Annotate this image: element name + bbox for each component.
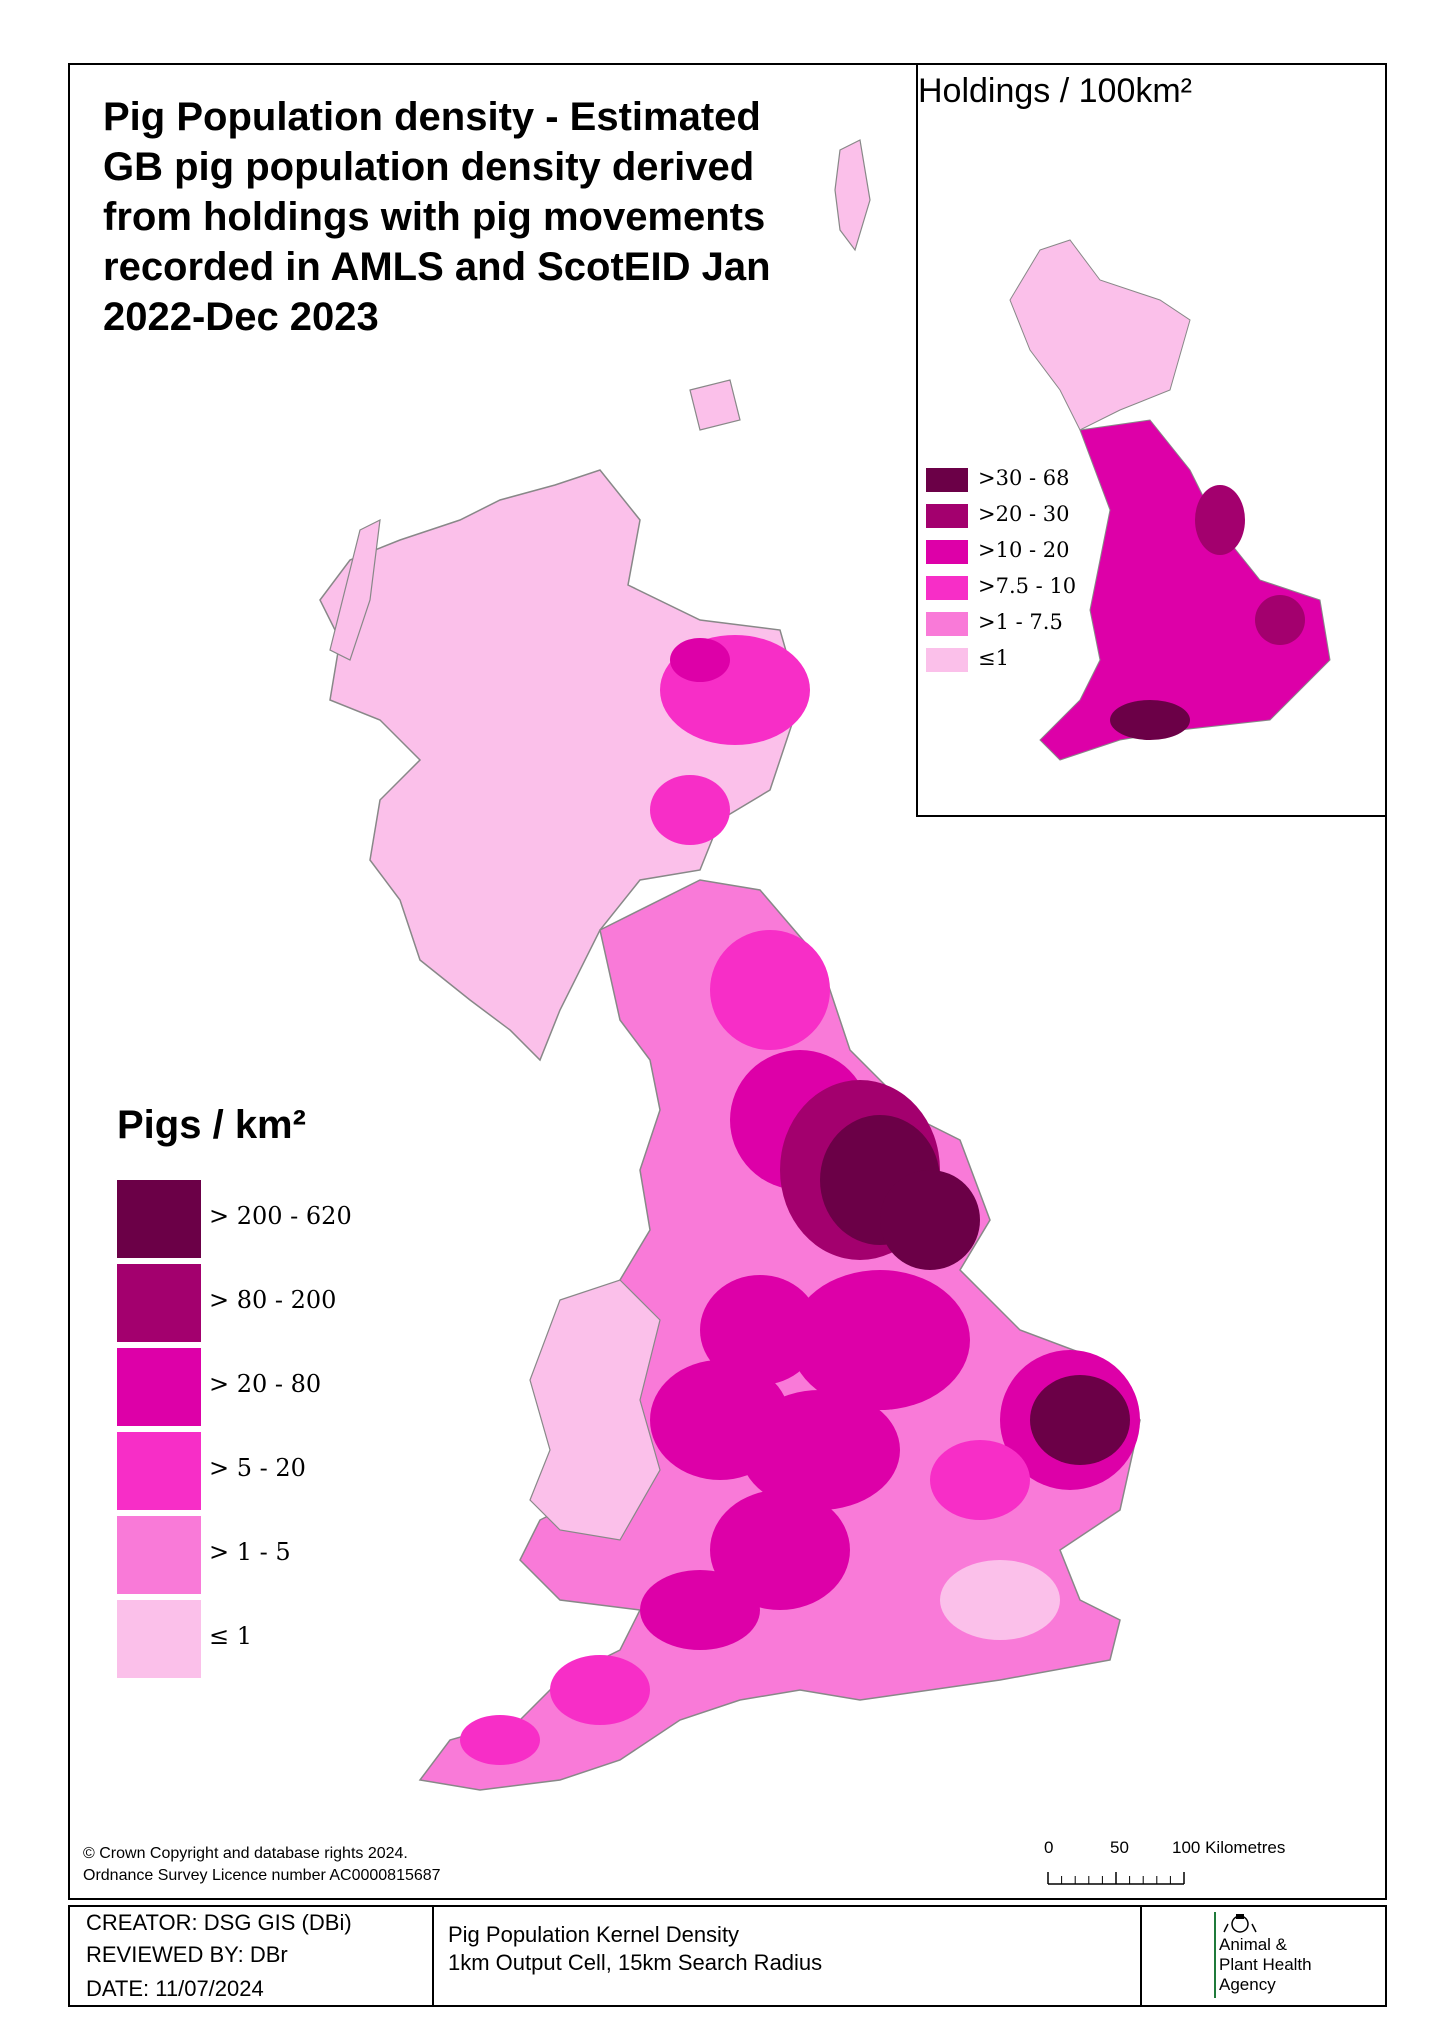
legend-swatch [117,1264,201,1342]
inset-legend-row: >1 - 7.5 [926,610,1126,640]
inset-legend-swatch [926,648,968,672]
inset-scotland [1009,239,1191,431]
legend-row: > 5 - 20 [117,1432,377,1510]
legend-label: > 80 - 200 [209,1286,337,1314]
legend-title: Pigs / km² [117,1103,306,1147]
inset-legend-swatch [926,540,968,564]
inset-legend-row: >30 - 68 [926,466,1126,496]
description-line2: 1km Output Cell, 15km Search Radius [448,1950,823,1975]
scale-tick-label: 100 Kilometres [1172,1838,1286,1857]
footer-panel [68,1905,1387,2007]
inset-legend-label: >30 - 68 [978,466,1070,490]
western-isles [329,518,381,661]
agency-line: Agency [1219,1975,1276,1994]
inset-title: Holdings / 100km² [918,72,1193,110]
inset-legend-label: >1 - 7.5 [978,610,1063,634]
inset-legend-label: >10 - 20 [978,538,1070,562]
map-title: Pig Population density - Estimated GB pi… [103,95,771,339]
legend-row: ≤ 1 [117,1600,377,1678]
footer-credits [70,1907,434,2005]
inset-legend-swatch [926,576,968,600]
legend-label: > 5 - 20 [209,1454,306,1482]
legend-row: > 20 - 80 [117,1348,377,1426]
legend-row: > 80 - 200 [117,1264,377,1342]
agency-line: Plant Health [1219,1955,1312,1974]
legend-row: > 200 - 620 [117,1180,377,1258]
scale-tick-label: 0 [1044,1838,1054,1857]
legend-swatch [117,1180,201,1258]
agency-line: Animal & [1219,1935,1288,1954]
inset-legend-swatch [926,468,968,492]
inset-legend-label: ≤1 [978,646,1009,670]
legend-label: > 20 - 80 [209,1370,322,1398]
inset-legend-row: >10 - 20 [926,538,1126,568]
inset-legend-label: >7.5 - 10 [978,574,1077,598]
inset-legend-row: >20 - 30 [926,502,1126,532]
inset-legend-row: ≤1 [926,646,1126,676]
legend-swatch [117,1348,201,1426]
legend-swatch [117,1432,201,1510]
legend-row: > 1 - 5 [117,1516,377,1594]
legend-swatch [117,1516,201,1594]
legend-label: > 1 - 5 [209,1538,291,1566]
reviewed-text: REVIEWED BY: DBr [86,1942,288,1967]
agency-name: Animal & Plant Health Agency [1219,1935,1312,1995]
description-line1: Pig Population Kernel Density [448,1922,740,1947]
creator-text: CREATOR: DSG GIS (DBi) [86,1910,352,1935]
date-text: DATE: 11/07/2024 [86,1976,264,2001]
legend-label: > 200 - 620 [209,1202,352,1230]
royal-crest-icon [1223,1914,1257,1933]
legend-label: ≤ 1 [209,1622,253,1650]
licence-line: Ordnance Survey Licence number AC0000815… [83,1867,441,1884]
inset-legend-label: >20 - 30 [978,502,1070,526]
footer-agency [1140,1907,1385,2005]
scotland-region [319,469,801,1062]
east-anglia-hotspot [1030,1375,1130,1465]
wales-region [529,1279,661,1541]
inset-legend-row: >7.5 - 10 [926,574,1126,604]
scale-tick-label: 50 [1110,1838,1129,1857]
map-frame [68,63,1387,1900]
shetland-islands [834,139,871,252]
legend-swatch [117,1600,201,1678]
scale-ruler [1047,1872,1185,1885]
orkney-islands [689,379,741,431]
inset-legend-swatch [926,504,968,528]
copyright-line: © Crown Copyright and database rights 20… [83,1845,408,1862]
agency-accent-bar [1214,1912,1216,1998]
copyright-notice: © Crown Copyright and database rights 20… [83,1843,441,1887]
inset-legend-swatch [926,612,968,636]
